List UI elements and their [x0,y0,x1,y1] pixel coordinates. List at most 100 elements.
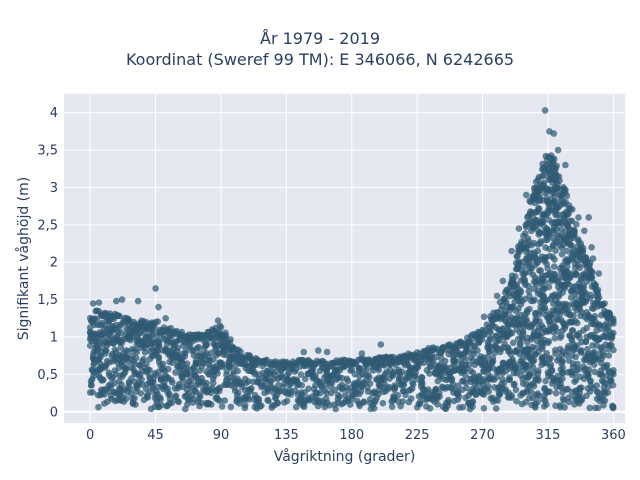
data-point [140,355,147,363]
data-point [197,393,204,400]
data-point [541,359,549,367]
data-point [381,376,388,383]
data-point [545,283,553,291]
data-point [528,323,535,331]
data-point [480,313,488,321]
data-point [506,376,514,384]
data-point [554,328,561,335]
data-point [203,379,210,387]
data-point [550,263,558,270]
data-point [398,368,406,376]
y-tick-label: 3 [50,181,58,196]
data-point [534,398,541,406]
data-point [121,369,129,376]
data-point [429,344,437,351]
data-point [198,399,205,407]
data-point [370,405,378,412]
data-point [234,367,241,375]
data-point [537,240,544,247]
data-point [317,379,325,386]
data-point [102,350,109,357]
data-point [609,369,616,377]
data-point [480,391,488,398]
data-point [494,397,502,404]
data-point [541,304,549,311]
data-point [552,247,559,254]
data-point [155,342,163,350]
data-point [399,398,407,405]
y-tick-label: 2 [50,256,58,271]
data-point [377,341,385,348]
data-point [101,364,109,371]
data-point [501,311,509,319]
data-point [265,397,272,405]
data-point [89,300,97,307]
data-point [192,372,199,379]
data-point [385,383,393,391]
data-point [237,348,244,356]
y-tick-label: 2,5 [37,218,58,233]
data-point [218,403,226,410]
data-point [534,375,542,382]
y-axis-label: Signifikant våghöjd (m) [15,177,32,340]
data-point [336,393,343,401]
data-point [234,389,242,396]
data-point [469,403,476,411]
data-point [534,176,542,184]
data-point [454,396,462,403]
data-point [552,389,560,397]
x-axis-ticks: 0 45 90 135 180 225 270 315 360 [86,428,626,443]
data-point [500,379,508,387]
data-point [154,348,162,355]
data-point [544,339,552,347]
data-point [508,247,515,255]
data-point [217,324,225,331]
data-point [328,379,336,387]
data-point [488,359,496,366]
data-point [569,234,577,242]
data-point [562,186,569,194]
data-point [113,297,120,305]
data-point [574,360,581,368]
data-point [589,255,597,262]
data-point [409,381,417,388]
data-point [554,180,561,188]
data-point [518,334,525,341]
data-point [388,403,396,411]
data-point [451,357,459,365]
data-point [573,221,580,228]
data-point [605,309,613,317]
data-point [394,391,402,399]
data-point [215,385,222,393]
data-point [572,270,580,277]
data-point [517,340,524,348]
data-point [155,303,162,311]
data-point [475,372,483,380]
data-point [569,206,576,213]
data-point [535,205,543,213]
data-point [132,401,139,408]
y-tick-label: 4 [50,106,58,121]
data-point [152,285,159,292]
data-point [334,375,341,382]
data-point [366,374,373,381]
data-point [226,362,234,370]
data-point [305,385,312,393]
data-point [157,396,164,403]
data-point [278,372,285,380]
data-point [146,366,153,374]
data-point [169,379,176,386]
data-point [588,244,595,251]
data-point [462,343,470,351]
data-point [531,296,538,304]
data-point [548,367,556,375]
data-point [315,347,322,354]
data-point [433,353,440,361]
data-point [541,172,548,179]
y-axis-ticks: 0 0,5 1 1,5 2 2,5 3 3,5 4 [37,106,58,420]
data-point [412,369,419,377]
data-point [515,225,523,232]
data-point [561,404,568,411]
data-point [485,382,492,390]
data-point [581,227,588,235]
